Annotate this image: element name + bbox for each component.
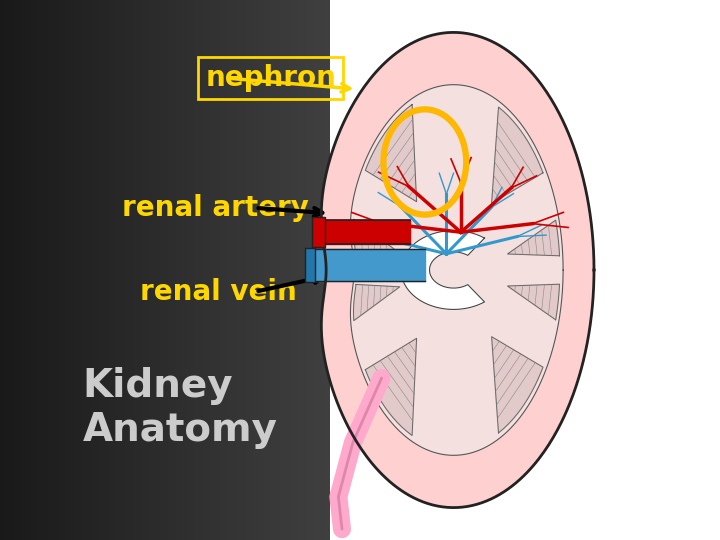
Text: nephron: nephron [205,64,336,92]
Polygon shape [321,32,594,508]
Polygon shape [354,285,400,321]
Polygon shape [365,338,417,435]
Polygon shape [508,284,559,320]
Text: renal vein: renal vein [140,278,297,306]
Polygon shape [492,107,543,203]
Bar [312,217,325,247]
Polygon shape [354,219,400,255]
Bar [305,248,315,282]
Polygon shape [351,85,563,455]
Polygon shape [492,337,543,433]
Polygon shape [508,220,559,256]
Polygon shape [365,105,417,202]
Text: Kidney
Anatomy: Kidney Anatomy [83,367,278,449]
Text: renal artery: renal artery [122,194,310,222]
Polygon shape [401,231,485,309]
Bar [330,0,720,540]
